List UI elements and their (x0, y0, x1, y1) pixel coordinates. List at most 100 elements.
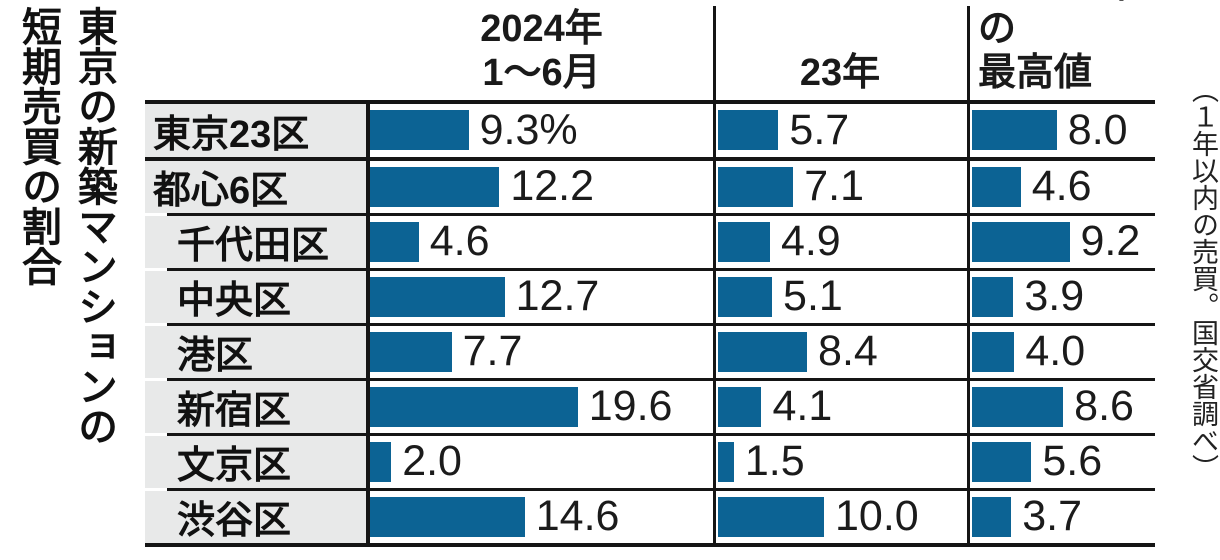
bar-value: 10.0 (835, 492, 919, 541)
bar-cell: 4.0 (967, 326, 1155, 379)
bar-cell: 3.9 (967, 271, 1155, 324)
row-label: 都心6区 (145, 160, 370, 213)
bar (718, 276, 773, 317)
table-row-bunkyo: 文京区 2.0 1.5 5.6 (145, 435, 1155, 489)
bar-cell: 1.5 (713, 436, 967, 489)
header-line: 1〜6月 (482, 52, 601, 94)
bar-cell: 4.6 (967, 161, 1155, 214)
bar-value: 7.7 (462, 327, 523, 376)
bar (370, 386, 578, 427)
bar-value: 7.1 (804, 162, 865, 211)
bar-value: 4.6 (1031, 162, 1092, 211)
row-label: 東京23区 (145, 104, 370, 157)
bar-value: 8.4 (818, 327, 878, 376)
bar-value: 4.6 (429, 217, 490, 266)
bar-cell: 2.0 (370, 436, 713, 489)
table-row-toshin6: 都心6区 12.2 7.1 4.6 (145, 160, 1155, 214)
table-bottom-border (145, 543, 1155, 547)
row-separator (145, 156, 1155, 161)
bar-cell: 4.9 (713, 216, 967, 269)
table-row-shibuya: 渋谷区 14.6 10.0 3.7 (145, 490, 1155, 544)
bar-value: 4.0 (1025, 327, 1086, 376)
table-row-tokyo23: 東京23区 9.3% 5.7 8.0 (145, 104, 1155, 157)
bar-value: 2.0 (402, 437, 462, 486)
bar (972, 221, 1070, 262)
row-separator (167, 378, 1155, 381)
header-line: 最高値 (978, 52, 1093, 94)
bar (972, 331, 1015, 372)
chart-title: 東京の新築マンションの短期売買の割合 (16, 6, 116, 446)
row-separator (167, 488, 1155, 491)
row-label: 新宿区 (145, 380, 370, 433)
bar-cell: 4.6 (370, 216, 713, 269)
bar (718, 331, 808, 372)
table-top-border (145, 100, 1155, 104)
bar (972, 386, 1064, 427)
bar (370, 331, 452, 372)
header-line: 23年 (799, 52, 881, 94)
column-divider-2 (967, 6, 970, 545)
bar-value: 14.6 (535, 492, 620, 541)
bar-cell: 3.7 (967, 491, 1155, 544)
bar-value: 5.1 (783, 272, 843, 321)
table-row-shinjuku: 新宿区 19.6 4.1 8.6 (145, 380, 1155, 434)
bar-value: 12.2 (510, 162, 595, 211)
row-label: 千代田区 (145, 215, 370, 268)
bar-cell: 8.4 (713, 326, 967, 379)
bar-cell: 12.2 (370, 161, 713, 214)
bar-cell: 10.0 (713, 491, 967, 544)
bar-cell: 9.3% (370, 104, 713, 157)
bar (718, 221, 770, 262)
bar (718, 110, 779, 151)
row-label: 文京区 (145, 435, 370, 488)
bar-value: 5.6 (1042, 437, 1103, 486)
bar (718, 441, 734, 482)
row-label: 渋谷区 (145, 490, 370, 543)
bar-cell: 19.6 (370, 381, 713, 434)
row-separator (167, 268, 1155, 271)
bar-cell: 8.6 (967, 381, 1155, 434)
bar (370, 166, 500, 207)
bar (718, 166, 794, 207)
row-separator (167, 433, 1155, 436)
bar-cell: 5.1 (713, 271, 967, 324)
bar (972, 441, 1032, 482)
bar (718, 496, 824, 537)
bar-cell: 7.1 (713, 161, 967, 214)
bar-value: 19.6 (588, 382, 673, 431)
bar-value: 4.9 (780, 217, 841, 266)
column-divider-1 (713, 6, 716, 545)
bar-value: 9.3% (479, 105, 578, 154)
bar (972, 276, 1014, 317)
bar-cell: 5.6 (967, 436, 1155, 489)
row-label: 港区 (145, 325, 370, 378)
bar (972, 496, 1012, 537)
bar-value: 3.7 (1022, 492, 1082, 541)
source-note: （１年以内の売買。国交省調べ） (1187, 76, 1218, 481)
chart-table: 2024年 1〜6月 23年 18〜22年の 最高値 東京23区 9.3% 5.… (145, 0, 1155, 549)
bar (370, 276, 505, 317)
bar-value: 12.7 (515, 272, 600, 321)
bar (972, 166, 1021, 207)
row-separator (167, 323, 1155, 326)
bar (370, 441, 392, 482)
column-headers: 2024年 1〜6月 23年 18〜22年の 最高値 (145, 0, 1155, 100)
bar (972, 110, 1057, 151)
bar-value: 8.6 (1074, 382, 1134, 431)
bar-cell: 5.7 (713, 104, 967, 157)
bar-value: 9.2 (1080, 217, 1141, 266)
bar-cell: 12.7 (370, 271, 713, 324)
bar-cell: 9.2 (967, 216, 1155, 269)
bar-cell: 7.7 (370, 326, 713, 379)
header-line: 2024年 (480, 8, 603, 50)
bar-value: 5.7 (789, 105, 850, 154)
bar-value: 1.5 (744, 437, 805, 486)
bar-cell: 8.0 (967, 104, 1155, 157)
bar-cell: 4.1 (713, 381, 967, 434)
column-header-2024: 2024年 1〜6月 (370, 7, 713, 95)
row-label: 中央区 (145, 270, 370, 323)
bar-value: 3.9 (1024, 272, 1085, 321)
bar (370, 221, 419, 262)
column-header-max: 18〜22年の 最高値 (978, 0, 1155, 95)
